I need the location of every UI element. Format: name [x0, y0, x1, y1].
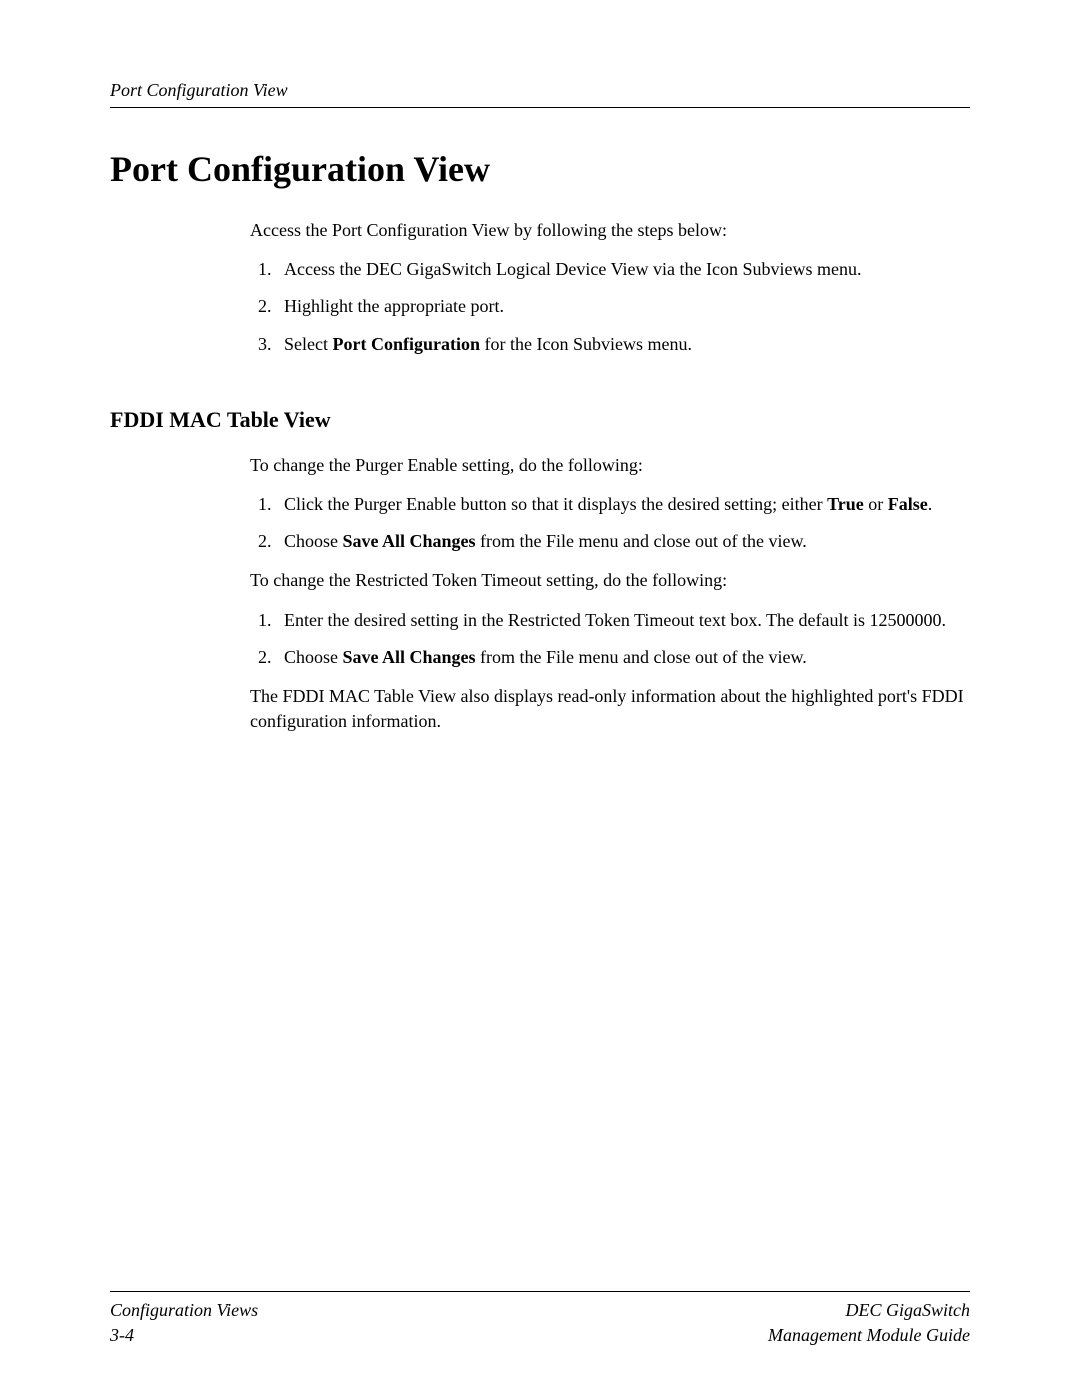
step-a3-pre: Select — [284, 334, 332, 354]
steps-list-b: Click the Purger Enable button so that i… — [250, 492, 970, 554]
step-a2: Highlight the appropriate port. — [276, 294, 970, 319]
footer-right-line2: Management Module Guide — [768, 1323, 970, 1347]
step-b1: Click the Purger Enable button so that i… — [276, 492, 970, 517]
step-a1: Access the DEC GigaSwitch Logical Device… — [276, 257, 970, 282]
footer-rule — [110, 1291, 970, 1292]
steps-list-a: Access the DEC GigaSwitch Logical Device… — [250, 257, 970, 357]
footer-right: DEC GigaSwitch Management Module Guide — [768, 1298, 970, 1347]
step-c1: Enter the desired setting in the Restric… — [276, 608, 970, 633]
footer-left: Configuration Views 3-4 — [110, 1298, 258, 1347]
step-c2-bold: Save All Changes — [343, 647, 476, 667]
step-c2: Choose Save All Changes from the File me… — [276, 645, 970, 670]
closing-paragraph: The FDDI MAC Table View also displays re… — [250, 684, 970, 734]
body-block-1: Access the Port Configuration View by fo… — [250, 218, 970, 357]
page-footer: Configuration Views 3-4 DEC GigaSwitch M… — [110, 1291, 970, 1347]
step-c2-post: from the File menu and close out of the … — [476, 647, 807, 667]
step-a3-bold: Port Configuration — [332, 334, 480, 354]
footer-row: Configuration Views 3-4 DEC GigaSwitch M… — [110, 1298, 970, 1347]
section-title-fddi: FDDI MAC Table View — [110, 407, 970, 433]
header-rule — [110, 107, 970, 108]
step-b1-mid: or — [864, 494, 888, 514]
page-title: Port Configuration View — [110, 148, 970, 190]
step-b1-false: False — [888, 494, 928, 514]
step-b2-bold: Save All Changes — [343, 531, 476, 551]
step-b2: Choose Save All Changes from the File me… — [276, 529, 970, 554]
step-b1-true: True — [827, 494, 864, 514]
steps-list-c: Enter the desired setting in the Restric… — [250, 608, 970, 670]
footer-left-line2: 3-4 — [110, 1323, 258, 1347]
body-block-2: To change the Purger Enable setting, do … — [250, 453, 970, 735]
sec2-intro1: To change the Purger Enable setting, do … — [250, 453, 970, 478]
step-a3: Select Port Configuration for the Icon S… — [276, 332, 970, 357]
document-page: Port Configuration View Port Configurati… — [0, 0, 1080, 1397]
step-a3-post: for the Icon Subviews menu. — [480, 334, 692, 354]
footer-right-line1: DEC GigaSwitch — [768, 1298, 970, 1322]
sec2-intro2: To change the Restricted Token Timeout s… — [250, 568, 970, 593]
step-b1-pre: Click the Purger Enable button so that i… — [284, 494, 827, 514]
running-head: Port Configuration View — [110, 80, 970, 107]
step-b2-pre: Choose — [284, 531, 343, 551]
step-b2-post: from the File menu and close out of the … — [476, 531, 807, 551]
intro-paragraph: Access the Port Configuration View by fo… — [250, 218, 970, 243]
step-c2-pre: Choose — [284, 647, 343, 667]
step-b1-post: . — [928, 494, 933, 514]
footer-left-line1: Configuration Views — [110, 1298, 258, 1322]
